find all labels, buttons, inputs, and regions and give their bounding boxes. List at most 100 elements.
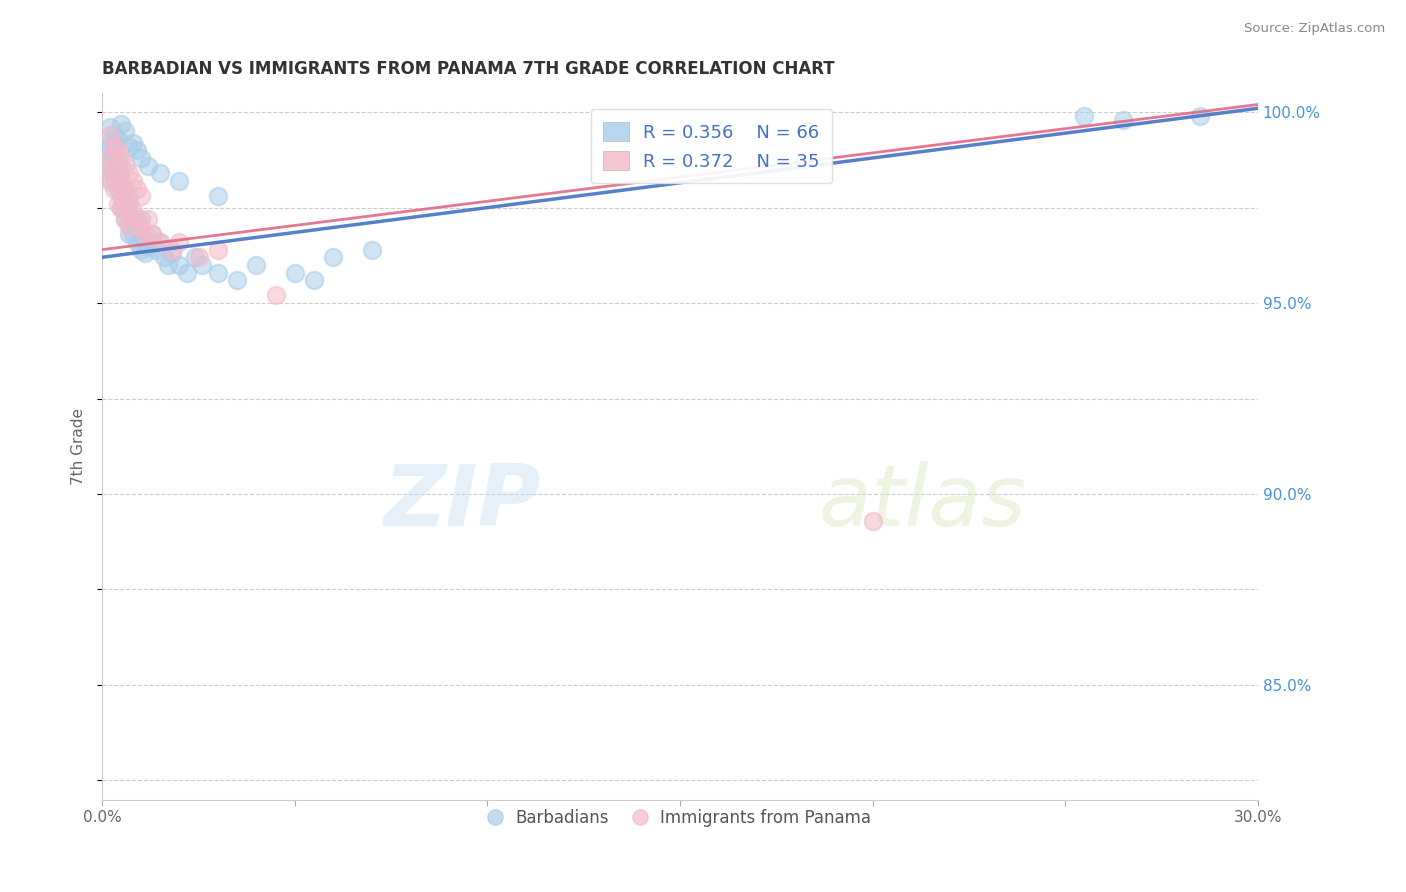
Point bbox=[160, 246, 183, 260]
Point bbox=[107, 196, 129, 211]
Point bbox=[122, 174, 145, 188]
Point bbox=[114, 159, 136, 173]
Text: ZIP: ZIP bbox=[384, 461, 541, 544]
Point bbox=[149, 166, 172, 180]
Y-axis label: 7th Grade: 7th Grade bbox=[72, 408, 86, 484]
Point bbox=[153, 250, 176, 264]
Point bbox=[103, 181, 125, 195]
Text: atlas: atlas bbox=[818, 461, 1026, 544]
Text: BARBADIAN VS IMMIGRANTS FROM PANAMA 7TH GRADE CORRELATION CHART: BARBADIAN VS IMMIGRANTS FROM PANAMA 7TH … bbox=[103, 60, 835, 78]
Point bbox=[103, 136, 125, 150]
Point bbox=[156, 258, 179, 272]
Point bbox=[98, 174, 121, 188]
Point bbox=[122, 136, 145, 150]
Point bbox=[141, 227, 163, 242]
Point bbox=[118, 216, 141, 230]
Point bbox=[284, 266, 307, 280]
Point bbox=[125, 212, 148, 227]
Point bbox=[125, 219, 148, 234]
Point bbox=[118, 166, 141, 180]
Point bbox=[103, 162, 125, 177]
Point bbox=[122, 212, 145, 227]
Point bbox=[107, 154, 129, 169]
Point bbox=[129, 243, 152, 257]
Point bbox=[114, 124, 136, 138]
Point bbox=[98, 128, 121, 142]
Point bbox=[149, 235, 172, 249]
Point bbox=[129, 227, 152, 242]
Point bbox=[134, 235, 156, 249]
Point bbox=[183, 250, 205, 264]
Point bbox=[125, 235, 148, 249]
Point bbox=[94, 162, 117, 177]
Point bbox=[98, 151, 121, 165]
Point bbox=[110, 181, 132, 195]
Point bbox=[145, 243, 167, 257]
Point bbox=[129, 212, 152, 227]
Point bbox=[103, 174, 125, 188]
Point bbox=[322, 250, 344, 264]
Text: Source: ZipAtlas.com: Source: ZipAtlas.com bbox=[1244, 22, 1385, 36]
Point bbox=[107, 174, 129, 188]
Point bbox=[1112, 112, 1135, 127]
Point bbox=[110, 174, 132, 188]
Point bbox=[103, 151, 125, 165]
Point bbox=[103, 162, 125, 177]
Point bbox=[118, 227, 141, 242]
Point bbox=[360, 243, 382, 257]
Point bbox=[134, 246, 156, 260]
Point bbox=[103, 128, 125, 142]
Point bbox=[114, 196, 136, 211]
Point bbox=[138, 212, 160, 227]
Point bbox=[107, 181, 129, 195]
Point bbox=[245, 258, 267, 272]
Point bbox=[207, 266, 229, 280]
Point bbox=[110, 201, 132, 215]
Point bbox=[110, 117, 132, 131]
Point bbox=[264, 288, 287, 302]
Point bbox=[94, 169, 117, 184]
Point bbox=[110, 151, 132, 165]
Point bbox=[110, 201, 132, 215]
Point bbox=[107, 132, 129, 146]
Point bbox=[129, 189, 152, 203]
Point bbox=[226, 273, 249, 287]
Point bbox=[141, 227, 163, 242]
Point bbox=[125, 181, 148, 195]
Point bbox=[98, 120, 121, 135]
Point bbox=[176, 266, 198, 280]
Point bbox=[207, 243, 229, 257]
Point bbox=[125, 144, 148, 158]
Point bbox=[862, 514, 884, 528]
Point bbox=[122, 227, 145, 242]
Point bbox=[98, 151, 121, 165]
Point bbox=[94, 144, 117, 158]
Point bbox=[118, 139, 141, 153]
Point bbox=[118, 204, 141, 219]
Point bbox=[98, 136, 121, 150]
Point bbox=[167, 258, 190, 272]
Point bbox=[1189, 109, 1212, 123]
Point bbox=[167, 235, 190, 249]
Point bbox=[118, 189, 141, 203]
Point bbox=[107, 166, 129, 180]
Point bbox=[114, 212, 136, 227]
Point bbox=[191, 258, 214, 272]
Legend: Barbadians, Immigrants from Panama: Barbadians, Immigrants from Panama bbox=[482, 802, 879, 834]
Point bbox=[207, 189, 229, 203]
Point bbox=[103, 139, 125, 153]
Point bbox=[149, 235, 172, 249]
Point bbox=[302, 273, 325, 287]
Point bbox=[110, 189, 132, 203]
Point bbox=[129, 219, 152, 234]
Point bbox=[118, 219, 141, 234]
Point bbox=[167, 174, 190, 188]
Point bbox=[114, 181, 136, 195]
Point bbox=[114, 189, 136, 203]
Point bbox=[118, 196, 141, 211]
Point bbox=[107, 144, 129, 158]
Point bbox=[187, 250, 209, 264]
Point bbox=[160, 243, 183, 257]
Point bbox=[134, 227, 156, 242]
Point bbox=[1073, 109, 1095, 123]
